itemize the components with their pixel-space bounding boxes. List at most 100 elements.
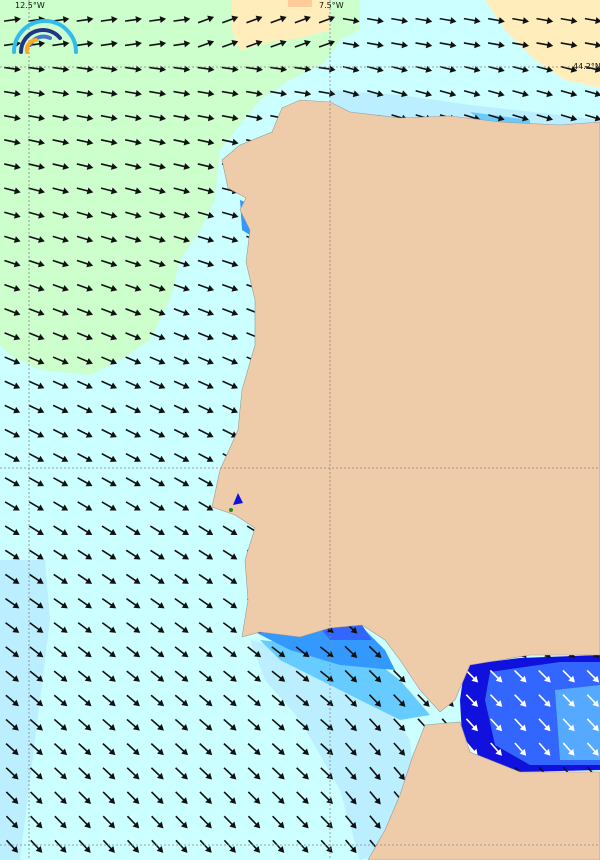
wind-arrow [319, 694, 334, 707]
wind-arrow [76, 114, 94, 122]
wind-arrow [4, 235, 21, 243]
wind-arrow [53, 646, 68, 658]
wind-arrow [76, 308, 94, 316]
wind-arrow [173, 138, 191, 146]
wind-arrow [52, 356, 69, 365]
wind-arrow [29, 670, 44, 682]
wave-arcs-logo [12, 19, 78, 54]
wind-arrow [197, 211, 215, 219]
wind-arrow [149, 211, 166, 219]
wind-arrow [53, 597, 68, 609]
wind-arrow [198, 525, 214, 536]
wind-arrow [29, 767, 43, 780]
wind-arrow [296, 815, 309, 829]
wind-arrow [562, 718, 575, 732]
wind-arrow [78, 743, 92, 756]
wind-arrow [125, 332, 142, 341]
wind-arrow [28, 211, 45, 219]
wind-arrow [4, 356, 21, 365]
wind-arrow [173, 259, 190, 268]
wind-arrow [197, 283, 215, 292]
wind-arrow [76, 187, 94, 195]
wind-arrow [76, 163, 94, 170]
wind-arrow [5, 622, 20, 633]
wind-arrow [29, 597, 44, 609]
wind-arrow [345, 790, 357, 805]
wind-arrow [101, 573, 117, 584]
wind-arrow [149, 16, 167, 24]
wind-arrow [76, 89, 94, 97]
wind-arrow [367, 89, 384, 98]
wind-arrow [173, 332, 190, 341]
wind-arrow [197, 163, 215, 170]
wind-arrow [319, 646, 334, 658]
wind-arrow [28, 308, 45, 316]
wind-arrow [29, 622, 44, 633]
wind-arrow [562, 669, 575, 683]
wind-arrow [78, 767, 92, 780]
wind-arrow [198, 404, 214, 414]
wind-arrow [77, 452, 93, 462]
wind-arrow [295, 670, 310, 682]
wind-arrow [415, 89, 433, 98]
wind-arrow [125, 356, 142, 365]
wind-arrow [101, 356, 118, 365]
wind-arrow [223, 743, 237, 756]
wind-arrow [28, 89, 46, 97]
wind-arrow [319, 670, 334, 682]
wind-arrow [100, 163, 118, 170]
wind-arrow [489, 718, 503, 732]
wind-arrow [125, 428, 142, 438]
wind-arrow [318, 89, 336, 97]
wind-arrow [125, 380, 142, 389]
wind-arrow [173, 163, 191, 170]
wind-arrow [369, 742, 381, 756]
wind-arrow [465, 694, 479, 707]
wind-arrow [222, 356, 239, 365]
wind-arrow [320, 743, 334, 756]
wind-arrow [487, 41, 505, 49]
wind-arrow [77, 404, 93, 414]
wind-arrow [76, 211, 94, 219]
wind-arrow [221, 89, 239, 97]
wind-arrow [174, 573, 189, 584]
wind-arrow [4, 259, 21, 268]
wind-arrow [101, 622, 117, 633]
wind-arrow [30, 839, 43, 853]
wind-arrow [150, 597, 165, 609]
wind-arrow [174, 549, 189, 560]
wind-arrow [295, 743, 310, 756]
wind-arrow [173, 308, 190, 316]
wind-arrow [223, 718, 237, 731]
wind-arrow [52, 89, 70, 97]
wind-arrow [199, 767, 213, 780]
wind-arrow [149, 114, 167, 122]
wind-arrow [295, 694, 310, 707]
wind-arrow [174, 501, 190, 511]
wind-arrow [4, 477, 20, 487]
wind-arrow [465, 718, 478, 732]
wind-arrow [29, 743, 43, 756]
wind-arrow [173, 187, 191, 195]
wind-arrow [560, 41, 578, 49]
wind-arrow [584, 41, 600, 49]
wind-arrow [221, 138, 239, 146]
wind-arrow [77, 549, 93, 560]
wind-arrow [4, 163, 21, 170]
wind-arrow [53, 477, 69, 487]
wind-arrow [512, 114, 529, 122]
wind-arrow [197, 259, 215, 268]
wind-arrow [28, 332, 45, 341]
wind-arrow [174, 477, 190, 487]
wind-arrow [28, 187, 45, 195]
wind-arrow [53, 670, 68, 682]
wind-arrow [247, 767, 261, 780]
wind-arrow [5, 670, 20, 682]
wind-arrow [76, 40, 94, 48]
wind-arrow [318, 65, 336, 73]
wind-arrow [586, 694, 600, 707]
wind-arrow [101, 501, 117, 511]
